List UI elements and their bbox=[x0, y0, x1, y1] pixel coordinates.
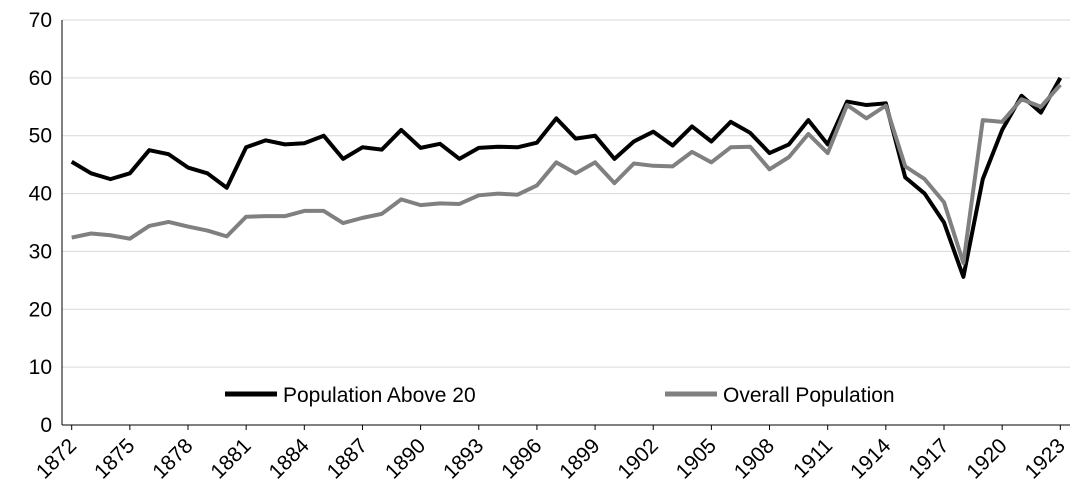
y-tick-label: 70 bbox=[29, 9, 52, 32]
x-tick-label: 1872 bbox=[32, 434, 81, 483]
x-tick-label: 1920 bbox=[962, 434, 1011, 483]
series-line bbox=[70, 76, 1063, 279]
x-tick-label: 1905 bbox=[672, 434, 721, 483]
x-tick-label: 1890 bbox=[381, 434, 430, 483]
y-tick-label: 40 bbox=[29, 183, 52, 206]
x-tick-label: 1914 bbox=[846, 434, 896, 484]
legend-label: Population Above 20 bbox=[283, 384, 476, 407]
y-tick-label: 60 bbox=[29, 67, 52, 90]
y-tick-label: 20 bbox=[29, 298, 52, 321]
x-tick-label: 1923 bbox=[1021, 434, 1070, 483]
series-line bbox=[71, 83, 1062, 265]
x-tick-label: 1911 bbox=[789, 434, 837, 482]
x-tick-label: 1893 bbox=[439, 434, 488, 483]
x-tick-label: 1887 bbox=[323, 434, 372, 483]
y-tick-label: 50 bbox=[29, 125, 52, 148]
y-tick-label: 0 bbox=[40, 414, 52, 437]
y-tick-label: 30 bbox=[29, 240, 52, 263]
x-tick-label: 1899 bbox=[555, 434, 604, 483]
x-tick-label: 1902 bbox=[613, 434, 662, 483]
x-tick-label: 1878 bbox=[148, 434, 197, 483]
x-tick-label: 1896 bbox=[497, 434, 546, 483]
x-tick-label: 1884 bbox=[265, 434, 315, 484]
x-tick-label: 1881 bbox=[206, 434, 255, 483]
x-tick-label: 1917 bbox=[904, 434, 953, 483]
x-tick-label: 1875 bbox=[90, 434, 139, 483]
x-tick-label: 1908 bbox=[730, 434, 779, 483]
y-tick-label: 10 bbox=[29, 356, 52, 379]
legend-label: Overall Population bbox=[723, 384, 895, 407]
